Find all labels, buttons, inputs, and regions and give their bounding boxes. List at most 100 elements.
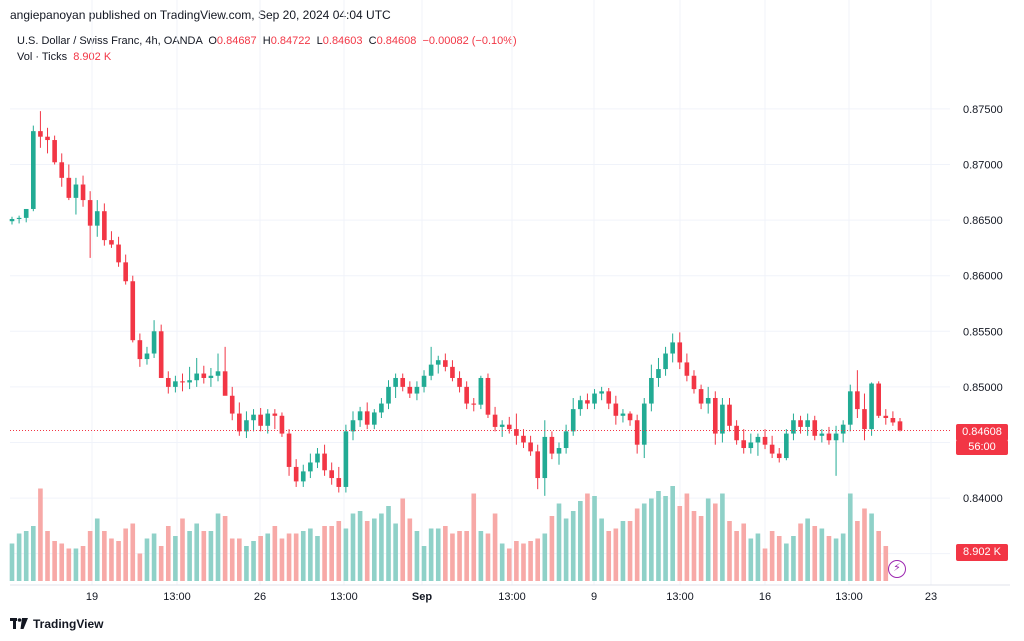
volume-bar bbox=[38, 488, 43, 581]
time-axis: 19 13:00 26 13:00 Sep 13:00 9 13:00 16 13:00 23 bbox=[86, 591, 937, 603]
candle-body bbox=[549, 436, 555, 454]
candle-body bbox=[23, 208, 29, 218]
candle-body bbox=[279, 415, 285, 434]
volume-bar bbox=[691, 511, 697, 581]
candle-body bbox=[393, 377, 398, 387]
volume-bar bbox=[73, 548, 79, 581]
candle-body bbox=[144, 353, 150, 360]
volume-label[interactable]: Vol · Ticks bbox=[17, 51, 68, 63]
volume-tag-value: 8.902 K bbox=[963, 546, 1001, 558]
volume-bar bbox=[528, 541, 533, 581]
candle-body bbox=[386, 386, 391, 404]
candle-body bbox=[315, 453, 320, 463]
volume-bar bbox=[798, 523, 803, 581]
candle-body bbox=[670, 342, 675, 354]
candle-body bbox=[506, 424, 512, 430]
volume-bar bbox=[144, 538, 150, 581]
candle-body bbox=[80, 184, 86, 201]
volume-bar bbox=[677, 506, 683, 581]
candle-body bbox=[414, 386, 420, 394]
volume-bar bbox=[627, 521, 633, 581]
time-tick-label: 19 bbox=[86, 591, 98, 603]
volume-bar bbox=[393, 523, 398, 581]
volume-bar bbox=[258, 536, 263, 581]
volume-bar bbox=[123, 528, 128, 581]
volume-bar bbox=[237, 538, 242, 581]
high-value: 0.84722 bbox=[270, 35, 311, 47]
candle-body bbox=[87, 200, 93, 226]
volume-bar bbox=[634, 508, 640, 581]
volume-bar bbox=[16, 533, 22, 581]
volume-bar bbox=[187, 531, 192, 581]
candle-body bbox=[158, 331, 164, 378]
volume-bar bbox=[549, 516, 555, 581]
candle-body bbox=[769, 444, 775, 454]
symbol-legend: U.S. Dollar / Swiss Franc, 4h, OANDA O0.… bbox=[17, 35, 517, 47]
volume-bar bbox=[414, 531, 420, 581]
candle-body bbox=[862, 409, 867, 430]
volume-bar bbox=[322, 526, 327, 581]
bar-countdown-tag: 56:00 bbox=[956, 440, 1008, 455]
candle-body bbox=[350, 420, 356, 432]
time-tick-label: 16 bbox=[759, 591, 771, 603]
candle-body bbox=[215, 371, 221, 376]
candle-body bbox=[308, 462, 313, 472]
candle-body bbox=[102, 211, 107, 241]
volume-bar bbox=[812, 526, 818, 581]
volume-bar bbox=[9, 543, 15, 581]
open-value: 0.84687 bbox=[216, 35, 257, 47]
volume-bar bbox=[421, 546, 427, 581]
volume-bar bbox=[52, 541, 57, 581]
candle-body bbox=[237, 413, 242, 432]
time-tick-label: 13:00 bbox=[330, 591, 358, 603]
candle-body bbox=[535, 451, 541, 479]
price-tick-label: 0.87000 bbox=[963, 160, 1003, 172]
volume-bar bbox=[357, 511, 363, 581]
candle-body bbox=[151, 331, 157, 354]
flash-icon[interactable]: ⚡ bbox=[888, 560, 906, 578]
candle-body bbox=[840, 424, 846, 434]
volume-bar bbox=[819, 528, 825, 581]
price-axis: 0.87500 0.87000 0.86500 0.86000 0.85500 0.850… bbox=[963, 104, 1003, 561]
volume-bar bbox=[499, 543, 505, 581]
candle-body bbox=[855, 391, 860, 410]
candle-body bbox=[428, 364, 434, 376]
volume-bar bbox=[137, 553, 143, 581]
volume-bar bbox=[244, 546, 249, 581]
candle-body bbox=[606, 391, 612, 404]
candle-body bbox=[499, 424, 505, 427]
volume-bar bbox=[784, 543, 789, 581]
candle-body bbox=[869, 383, 874, 430]
volume-bar bbox=[805, 518, 810, 581]
volume-bar bbox=[435, 528, 441, 581]
volume-bar bbox=[649, 498, 654, 581]
volume-bar bbox=[300, 531, 306, 581]
volume-bar bbox=[94, 518, 100, 581]
volume-bar bbox=[556, 503, 562, 581]
volume-bar bbox=[521, 543, 526, 581]
candle-body bbox=[641, 403, 647, 445]
volume-bar bbox=[315, 536, 320, 581]
candle-body bbox=[627, 413, 633, 421]
candle-body bbox=[485, 377, 491, 415]
footer-brand[interactable]: TradingView bbox=[10, 617, 103, 631]
volume-bar bbox=[492, 513, 498, 581]
candle-body bbox=[514, 429, 519, 436]
candle-body bbox=[371, 412, 377, 425]
candle-body bbox=[265, 413, 271, 426]
volume-bar bbox=[279, 538, 285, 581]
candle-body bbox=[563, 431, 569, 449]
candle-body bbox=[712, 397, 718, 434]
time-tick-label: 13:00 bbox=[498, 591, 526, 603]
volume-bar bbox=[840, 533, 846, 581]
volume-bar bbox=[329, 526, 334, 581]
candle-body bbox=[734, 425, 739, 441]
symbol-name[interactable]: U.S. Dollar / Swiss Franc, 4h, OANDA bbox=[17, 35, 203, 47]
candle-body bbox=[116, 244, 121, 263]
volume-bar bbox=[705, 498, 711, 581]
volume-bar bbox=[755, 533, 761, 581]
candle-body bbox=[819, 433, 825, 436]
candle-body bbox=[578, 400, 583, 410]
candle-body bbox=[450, 366, 455, 378]
